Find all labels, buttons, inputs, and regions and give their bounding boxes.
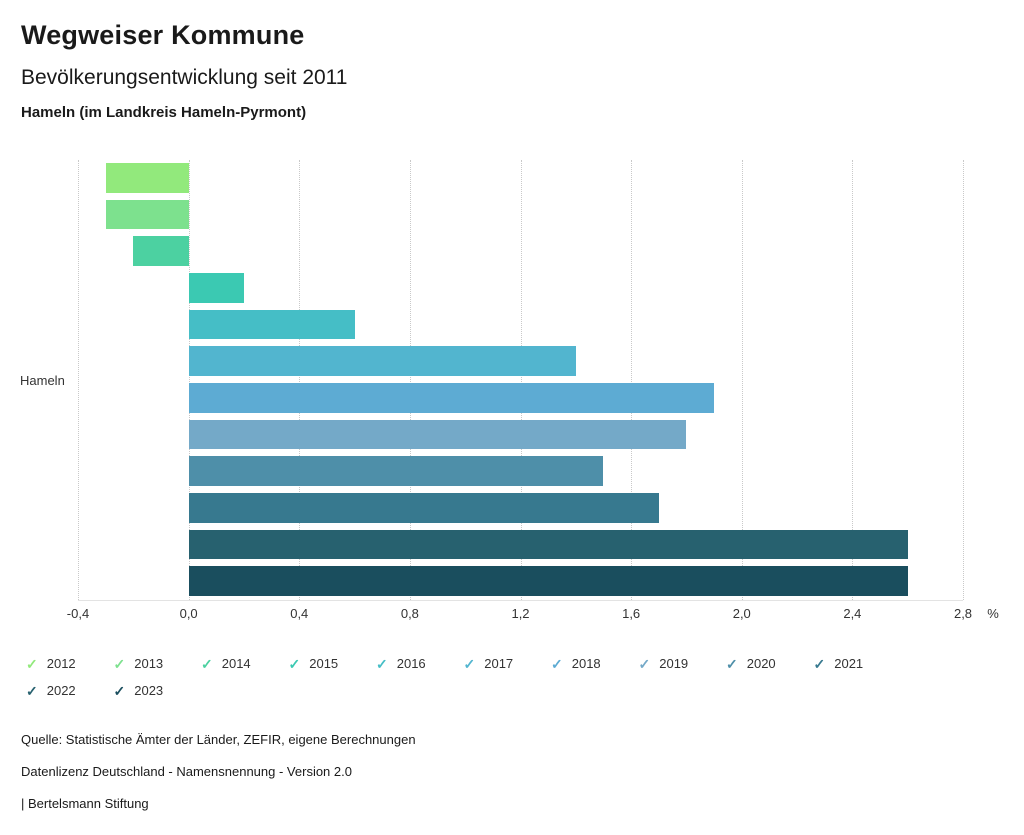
- legend-label: 2023: [134, 683, 164, 698]
- gridline: [299, 160, 301, 600]
- source-text: Quelle: Statistische Ämter der Länder, Z…: [21, 732, 416, 747]
- attribution-text: | Bertelsmann Stiftung: [21, 796, 149, 811]
- bar-2015[interactable]: [188, 273, 244, 303]
- bar-2014[interactable]: [133, 236, 189, 266]
- check-icon: ✓: [463, 655, 476, 672]
- legend-item-2014[interactable]: ✓ 2014: [201, 656, 289, 671]
- gridline: [78, 160, 79, 600]
- check-icon: ✓: [26, 655, 38, 672]
- check-icon: ✓: [726, 655, 738, 672]
- legend-label: 2012: [46, 656, 76, 671]
- legend-item-2020[interactable]: ✓ 2020: [726, 656, 814, 671]
- bar-2021[interactable]: [188, 493, 659, 523]
- legend-label: 2015: [309, 656, 339, 671]
- legend-label: 2018: [571, 656, 601, 671]
- x-tick-label: 2,0: [732, 606, 751, 621]
- y-axis-label: Hameln: [20, 373, 65, 388]
- gridline: [409, 160, 411, 600]
- check-icon: ✓: [113, 682, 126, 699]
- bar-2020[interactable]: [188, 456, 604, 486]
- gridline: [741, 160, 743, 600]
- x-tick-label: 0,4: [290, 606, 309, 621]
- legend-item-2012[interactable]: ✓ 2012: [26, 656, 114, 671]
- license-text: Datenlizenz Deutschland - Namensnennung …: [21, 764, 352, 779]
- bar-2023[interactable]: [188, 566, 908, 596]
- legend-item-2019[interactable]: ✓ 2019: [639, 656, 727, 671]
- legend-item-2023[interactable]: ✓ 2023: [114, 683, 202, 698]
- legend-item-2018[interactable]: ✓ 2018: [551, 656, 639, 671]
- x-tick-label: -0,4: [66, 606, 90, 621]
- check-icon: ✓: [813, 655, 826, 672]
- gridline: [963, 160, 964, 600]
- gridline: [631, 160, 633, 600]
- check-icon: ✓: [551, 655, 563, 672]
- legend-label: 2016: [396, 656, 426, 671]
- legend-label: 2017: [484, 656, 514, 671]
- legend-label: 2014: [221, 656, 251, 671]
- check-icon: ✓: [638, 655, 651, 672]
- legend-item-2022[interactable]: ✓ 2022: [26, 683, 114, 698]
- legend-label: 2021: [834, 656, 864, 671]
- footer: Quelle: Statistische Ämter der Länder, Z…: [21, 732, 416, 828]
- legend-label: 2019: [659, 656, 689, 671]
- x-tick-label: 1,6: [622, 606, 641, 621]
- gridline: [852, 160, 854, 600]
- legend-item-2021[interactable]: ✓ 2021: [814, 656, 902, 671]
- x-tick-label: 1,2: [511, 606, 530, 621]
- chart-title: Bevölkerungsentwicklung seit 2011: [21, 66, 348, 89]
- legend-label: 2020: [746, 656, 776, 671]
- legend-item-2016[interactable]: ✓ 2016: [376, 656, 464, 671]
- legend-label: 2013: [134, 656, 164, 671]
- check-icon: ✓: [376, 655, 388, 672]
- legend-item-2013[interactable]: ✓ 2013: [114, 656, 202, 671]
- bar-2019[interactable]: [188, 419, 687, 450]
- bar-2022[interactable]: [188, 529, 908, 560]
- plot-area: [78, 160, 964, 601]
- bar-2012[interactable]: [105, 163, 189, 193]
- gridline: [188, 160, 190, 600]
- bar-2013[interactable]: [105, 199, 189, 230]
- legend-item-2017[interactable]: ✓ 2017: [464, 656, 552, 671]
- region-subtitle: Hameln (im Landkreis Hameln-Pyrmont): [21, 104, 307, 121]
- check-icon: ✓: [113, 655, 126, 672]
- check-icon: ✓: [201, 655, 213, 672]
- x-tick-label: 0,8: [400, 606, 419, 621]
- check-icon: ✓: [288, 655, 301, 672]
- x-tick-label: 0,0: [179, 606, 198, 621]
- legend-label: 2022: [46, 683, 76, 698]
- bar-2016[interactable]: [188, 309, 355, 340]
- gridline: [520, 160, 522, 600]
- check-icon: ✓: [26, 682, 38, 699]
- legend: ✓ 2012 ✓ 2013 ✓ 2014 ✓ 2015 ✓ 2016 ✓ 2017 ✓ 2018 ✓ 2019…: [26, 656, 921, 710]
- legend-item-2015[interactable]: ✓ 2015: [289, 656, 377, 671]
- bar-2018[interactable]: [188, 383, 715, 413]
- bar-2017[interactable]: [188, 346, 576, 376]
- page-title: Wegweiser Kommune: [21, 20, 305, 50]
- x-axis-unit-label: %: [987, 606, 999, 621]
- bar-chart: [78, 160, 964, 601]
- x-axis: -0,4 0,0 0,4 0,8 1,2 1,6 2,0 2,4 2,8%: [67, 606, 999, 626]
- x-tick-label: 2,4: [843, 606, 862, 621]
- x-tick-label: 2,8: [953, 606, 973, 621]
